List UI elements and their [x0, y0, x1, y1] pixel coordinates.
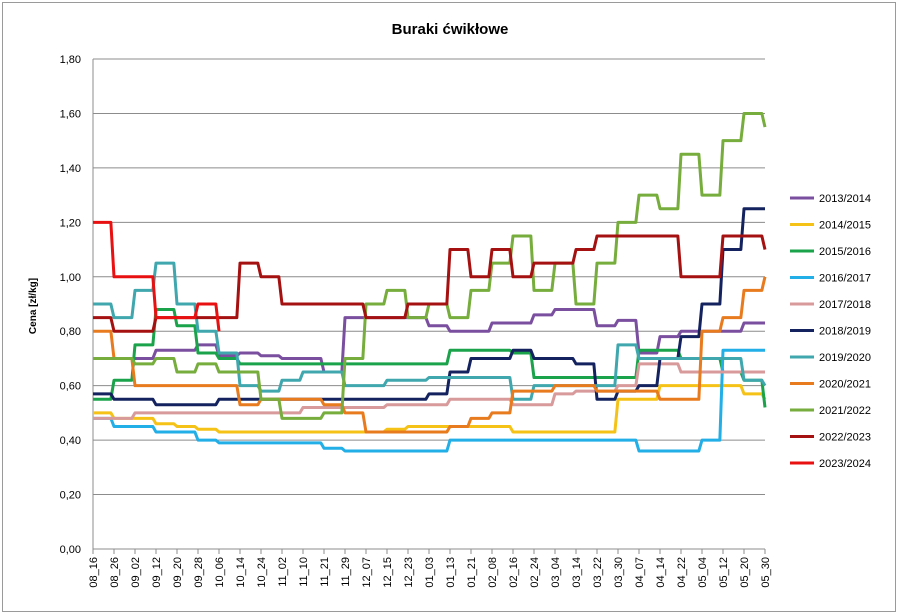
x-tick-label: 11_02: [277, 557, 289, 587]
plot-series: [93, 111, 767, 453]
x-tick-label: 12_15: [382, 557, 394, 588]
y-tick-label: 1,20: [60, 217, 81, 229]
y-tick-label: 0,00: [60, 544, 81, 556]
x-tick-label: 11_10: [298, 557, 310, 587]
x-tick-label: 02_08: [487, 557, 499, 588]
legend-label: 2023/2024: [819, 458, 871, 470]
legend-label: 2022/2023: [819, 432, 871, 444]
x-tick-label: 03_04: [550, 557, 562, 588]
x-tick-label: 10_14: [235, 557, 247, 588]
x-tick-label: 05_04: [697, 557, 709, 588]
x-tick-label: 10_24: [256, 557, 268, 588]
x-tick-labels: 08_16 08_26 09_02 09_12 09_20 09_28 10_06 10_14…: [88, 549, 772, 588]
series-line-2020-2021: [93, 276, 767, 434]
x-tick-label: 12_07: [361, 557, 373, 588]
legend: 2013/2014 2014/2015 2015/2016 2016/2017 2017…: [790, 193, 871, 470]
x-tick-label: 05_30: [760, 557, 772, 588]
series-line-2021-2022: [93, 111, 767, 420]
series-line-2023-2024: [93, 220, 221, 332]
x-tick-label: 12_23: [403, 557, 415, 588]
legend-label: 2018/2019: [819, 326, 871, 338]
y-tick-labels: 0,00 0,20 0,40 0,60 0,80 1,00 1,20 1,40 1,60 1,80: [60, 54, 81, 556]
legend-label: 2020/2021: [819, 379, 871, 391]
legend-label: 2014/2015: [819, 220, 871, 232]
line-chart: Buraki ćwikłowe Cena [zł/kg] 0,00 0,20 0,4…: [28, 21, 871, 588]
x-tick-label: 09_20: [172, 557, 184, 588]
x-tick-label: 04_14: [655, 557, 667, 588]
x-tick-label: 04_22: [676, 557, 688, 588]
x-tick-label: 01_13: [445, 557, 457, 588]
series-line-2013-2014: [93, 307, 765, 374]
y-tick-label: 1,00: [60, 272, 81, 284]
x-tick-label: 11_21: [319, 557, 331, 587]
legend-label: 2015/2016: [819, 246, 871, 258]
series-line-2019-2020: [93, 261, 767, 401]
y-tick-label: 0,40: [60, 435, 81, 447]
x-tick-label: 01_03: [424, 557, 436, 588]
y-tick-label: 1,80: [60, 54, 81, 66]
x-tick-label: 09_28: [193, 557, 205, 588]
x-tick-label: 09_12: [151, 557, 163, 588]
x-tick-label: 08_26: [109, 557, 121, 588]
x-tick-label: 09_02: [130, 557, 142, 588]
y-tick-label: 1,40: [60, 163, 81, 175]
x-tick-label: 04_07: [634, 557, 646, 588]
x-tick-label: 11_29: [340, 557, 352, 587]
legend-label: 2017/2018: [819, 299, 871, 311]
legend-label: 2013/2014: [819, 193, 871, 205]
y-axis-label: Cena [zł/kg]: [28, 278, 39, 334]
y-tick-label: 1,60: [60, 108, 81, 120]
x-tick-label: 01_21: [466, 557, 478, 588]
y-tick-label: 0,20: [60, 490, 81, 502]
chart-title: Buraki ćwikłowe: [392, 21, 509, 38]
x-tick-label: 03_14: [571, 557, 583, 588]
series-line-2022-2023: [93, 234, 767, 333]
series-line-2018-2019: [93, 207, 765, 407]
x-tick-label: 03_30: [613, 557, 625, 588]
x-tick-label: 10_06: [214, 557, 226, 588]
legend-label: 2019/2020: [819, 352, 871, 364]
y-tick-label: 0,60: [60, 381, 81, 393]
x-tick-label: 05_20: [739, 557, 751, 588]
x-tick-label: 02_24: [529, 557, 541, 588]
legend-label: 2016/2017: [819, 273, 871, 285]
series-line-2015-2016: [93, 307, 767, 408]
x-tick-label: 03_22: [592, 557, 604, 588]
x-tick-label: 02_16: [508, 557, 520, 588]
series-line-2016-2017: [93, 348, 765, 453]
y-tick-label: 0,80: [60, 326, 81, 338]
legend-label: 2021/2022: [819, 405, 871, 417]
x-tick-label: 08_16: [88, 557, 100, 588]
x-tick-label: 05_12: [718, 557, 730, 588]
